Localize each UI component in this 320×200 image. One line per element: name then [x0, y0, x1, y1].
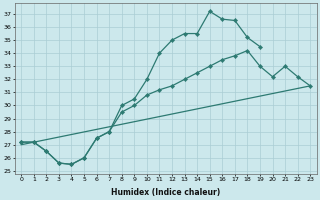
X-axis label: Humidex (Indice chaleur): Humidex (Indice chaleur): [111, 188, 220, 197]
